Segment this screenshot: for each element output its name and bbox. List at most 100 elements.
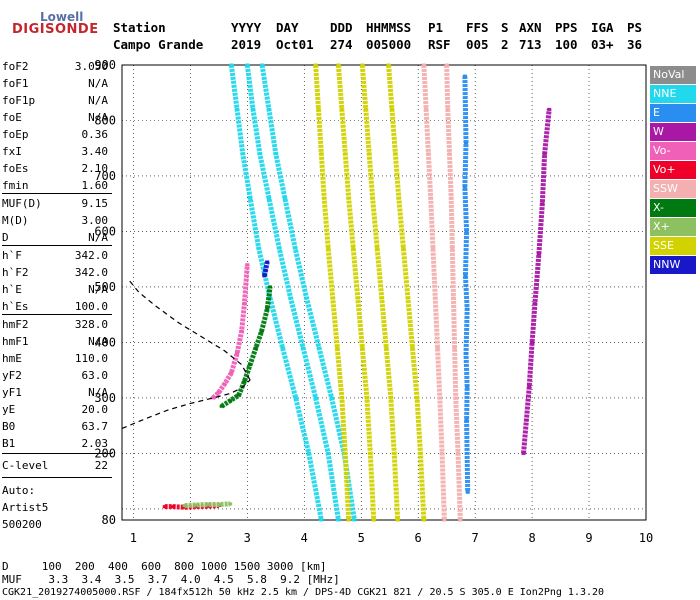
param-row: h`E N/A [2, 283, 108, 297]
echo-point-ssw [452, 346, 457, 350]
echo-point-sse [415, 396, 420, 400]
param-label: foF2 [2, 60, 29, 73]
header-s-value: 2 [501, 37, 509, 52]
echo-point-w [547, 107, 552, 111]
echo-point-sse [379, 296, 384, 300]
header-day-value: Oct01 [276, 37, 314, 52]
echo-point-sse [389, 107, 394, 111]
echo-point-nne [282, 196, 287, 200]
echo-point-nne [329, 396, 334, 400]
legend-item-nne: NNE [650, 85, 696, 103]
echo-point-x- [242, 379, 247, 383]
echo-point-nne [301, 346, 306, 350]
param-label: h`F [2, 249, 22, 262]
header-day-label: DAY [276, 20, 299, 35]
echo-point-e [462, 74, 467, 78]
x-tick-label: 2 [187, 531, 194, 545]
header-ps-label: PS [627, 20, 643, 35]
param-value: 3.00 [81, 214, 109, 227]
echo-point-w [540, 202, 545, 206]
echo-point-sse [330, 296, 335, 300]
param-row: M(D) 3.00 [2, 214, 108, 228]
echo-point-ssw [437, 396, 442, 400]
echo-point-sse [355, 296, 360, 300]
param-value: 328.0 [74, 318, 108, 331]
echo-point-ssw [444, 63, 449, 67]
param-label: foEp [2, 128, 29, 141]
param-row: h`Es 100.0 [2, 300, 108, 314]
param-label: h`E [2, 283, 22, 296]
echo-point-nne [273, 152, 278, 156]
echo-point-e [462, 185, 467, 189]
echo-point-vo+ [182, 505, 187, 509]
param-row: h`F2 342.0 [2, 266, 108, 280]
echo-point-sse [316, 107, 321, 111]
header-iga-value: 03+ [591, 37, 614, 52]
param-label: fxI [2, 145, 22, 158]
header-iga-label: IGA [591, 20, 614, 35]
echo-point-w [532, 302, 537, 306]
param-row: yF2 63.0 [2, 369, 108, 383]
x-tick-label: 4 [301, 531, 308, 545]
param-value: 63.0 [81, 369, 109, 382]
echo-point-w [530, 340, 535, 344]
legend-item-w: W [650, 123, 696, 141]
echo-point-sse [368, 451, 373, 455]
echo-point-nne [245, 63, 250, 67]
header-ps-value: 36 [627, 37, 643, 52]
logo-digisonde-text: DIGISONDE [12, 22, 99, 37]
header-pps-label: PPS [555, 20, 578, 35]
echo-point-ssw [433, 296, 438, 300]
echo-trace-ssw [444, 64, 463, 521]
param-row: fmin 1.60 [2, 179, 108, 193]
echo-point-nnw [262, 274, 267, 278]
echo-point-nne [260, 63, 265, 67]
param-label: yF2 [2, 369, 22, 382]
param-row: foF2 3.050 [2, 60, 108, 74]
grid [122, 64, 647, 520]
param-value: 2.03 [81, 437, 109, 450]
echo-point-x- [259, 329, 264, 333]
param-label: h`F2 [2, 266, 29, 279]
param-value: 63.7 [81, 420, 109, 433]
echo-point-w [527, 385, 532, 389]
param-row: D N/A [2, 231, 108, 245]
echo-point-x- [236, 393, 241, 397]
axis-labels: 1 2 3 4 5 6 7 8 9 10 80 200 300 400 500 600 700 800 900 [94, 58, 653, 545]
echo-point-sse [393, 152, 398, 156]
echo-point-x+ [228, 502, 233, 506]
header-ddd-label: DDD [330, 20, 353, 35]
echo-point-vo- [239, 329, 244, 333]
echo-point-nne [248, 196, 253, 200]
echo-point-x+ [216, 502, 221, 506]
header-hhmmss-value: 005000 [366, 37, 412, 52]
echo-point-nne [256, 246, 261, 250]
echo-point-ssw [424, 107, 429, 111]
profile-curve [127, 278, 251, 381]
legend-item-vo-plus: Vo+ [650, 161, 696, 179]
legend-item-x-plus: X+ [650, 218, 696, 236]
param-value: 110.0 [74, 352, 108, 365]
echo-point-sse [386, 63, 391, 67]
echo-point-nne [251, 107, 255, 111]
x-tick-label: 5 [358, 531, 365, 545]
legend-item-noval: NoVal [650, 66, 696, 84]
param-divider [2, 314, 112, 315]
echo-point-sse [392, 451, 397, 455]
echo-point-vo+ [194, 505, 199, 509]
param-value: 2.10 [81, 162, 109, 175]
echo-trace-sse [386, 64, 427, 521]
echo-point-e [464, 418, 469, 422]
echo-point-ssw [442, 518, 447, 522]
echo-point-vo- [229, 371, 234, 375]
echo-trace-sse [359, 64, 401, 521]
header-yyyy-label: YYYY [231, 20, 262, 35]
echo-trace-sse [335, 64, 377, 521]
echo-point-nne [293, 246, 298, 250]
echo-point-nnw [265, 260, 270, 264]
param-row: B1 2.03 [2, 437, 108, 451]
param-value: 20.0 [81, 403, 109, 416]
header-ffs-label: FFS [466, 20, 489, 35]
header-axn-label: AXN [519, 20, 542, 35]
echo-point-ssw [451, 296, 456, 300]
